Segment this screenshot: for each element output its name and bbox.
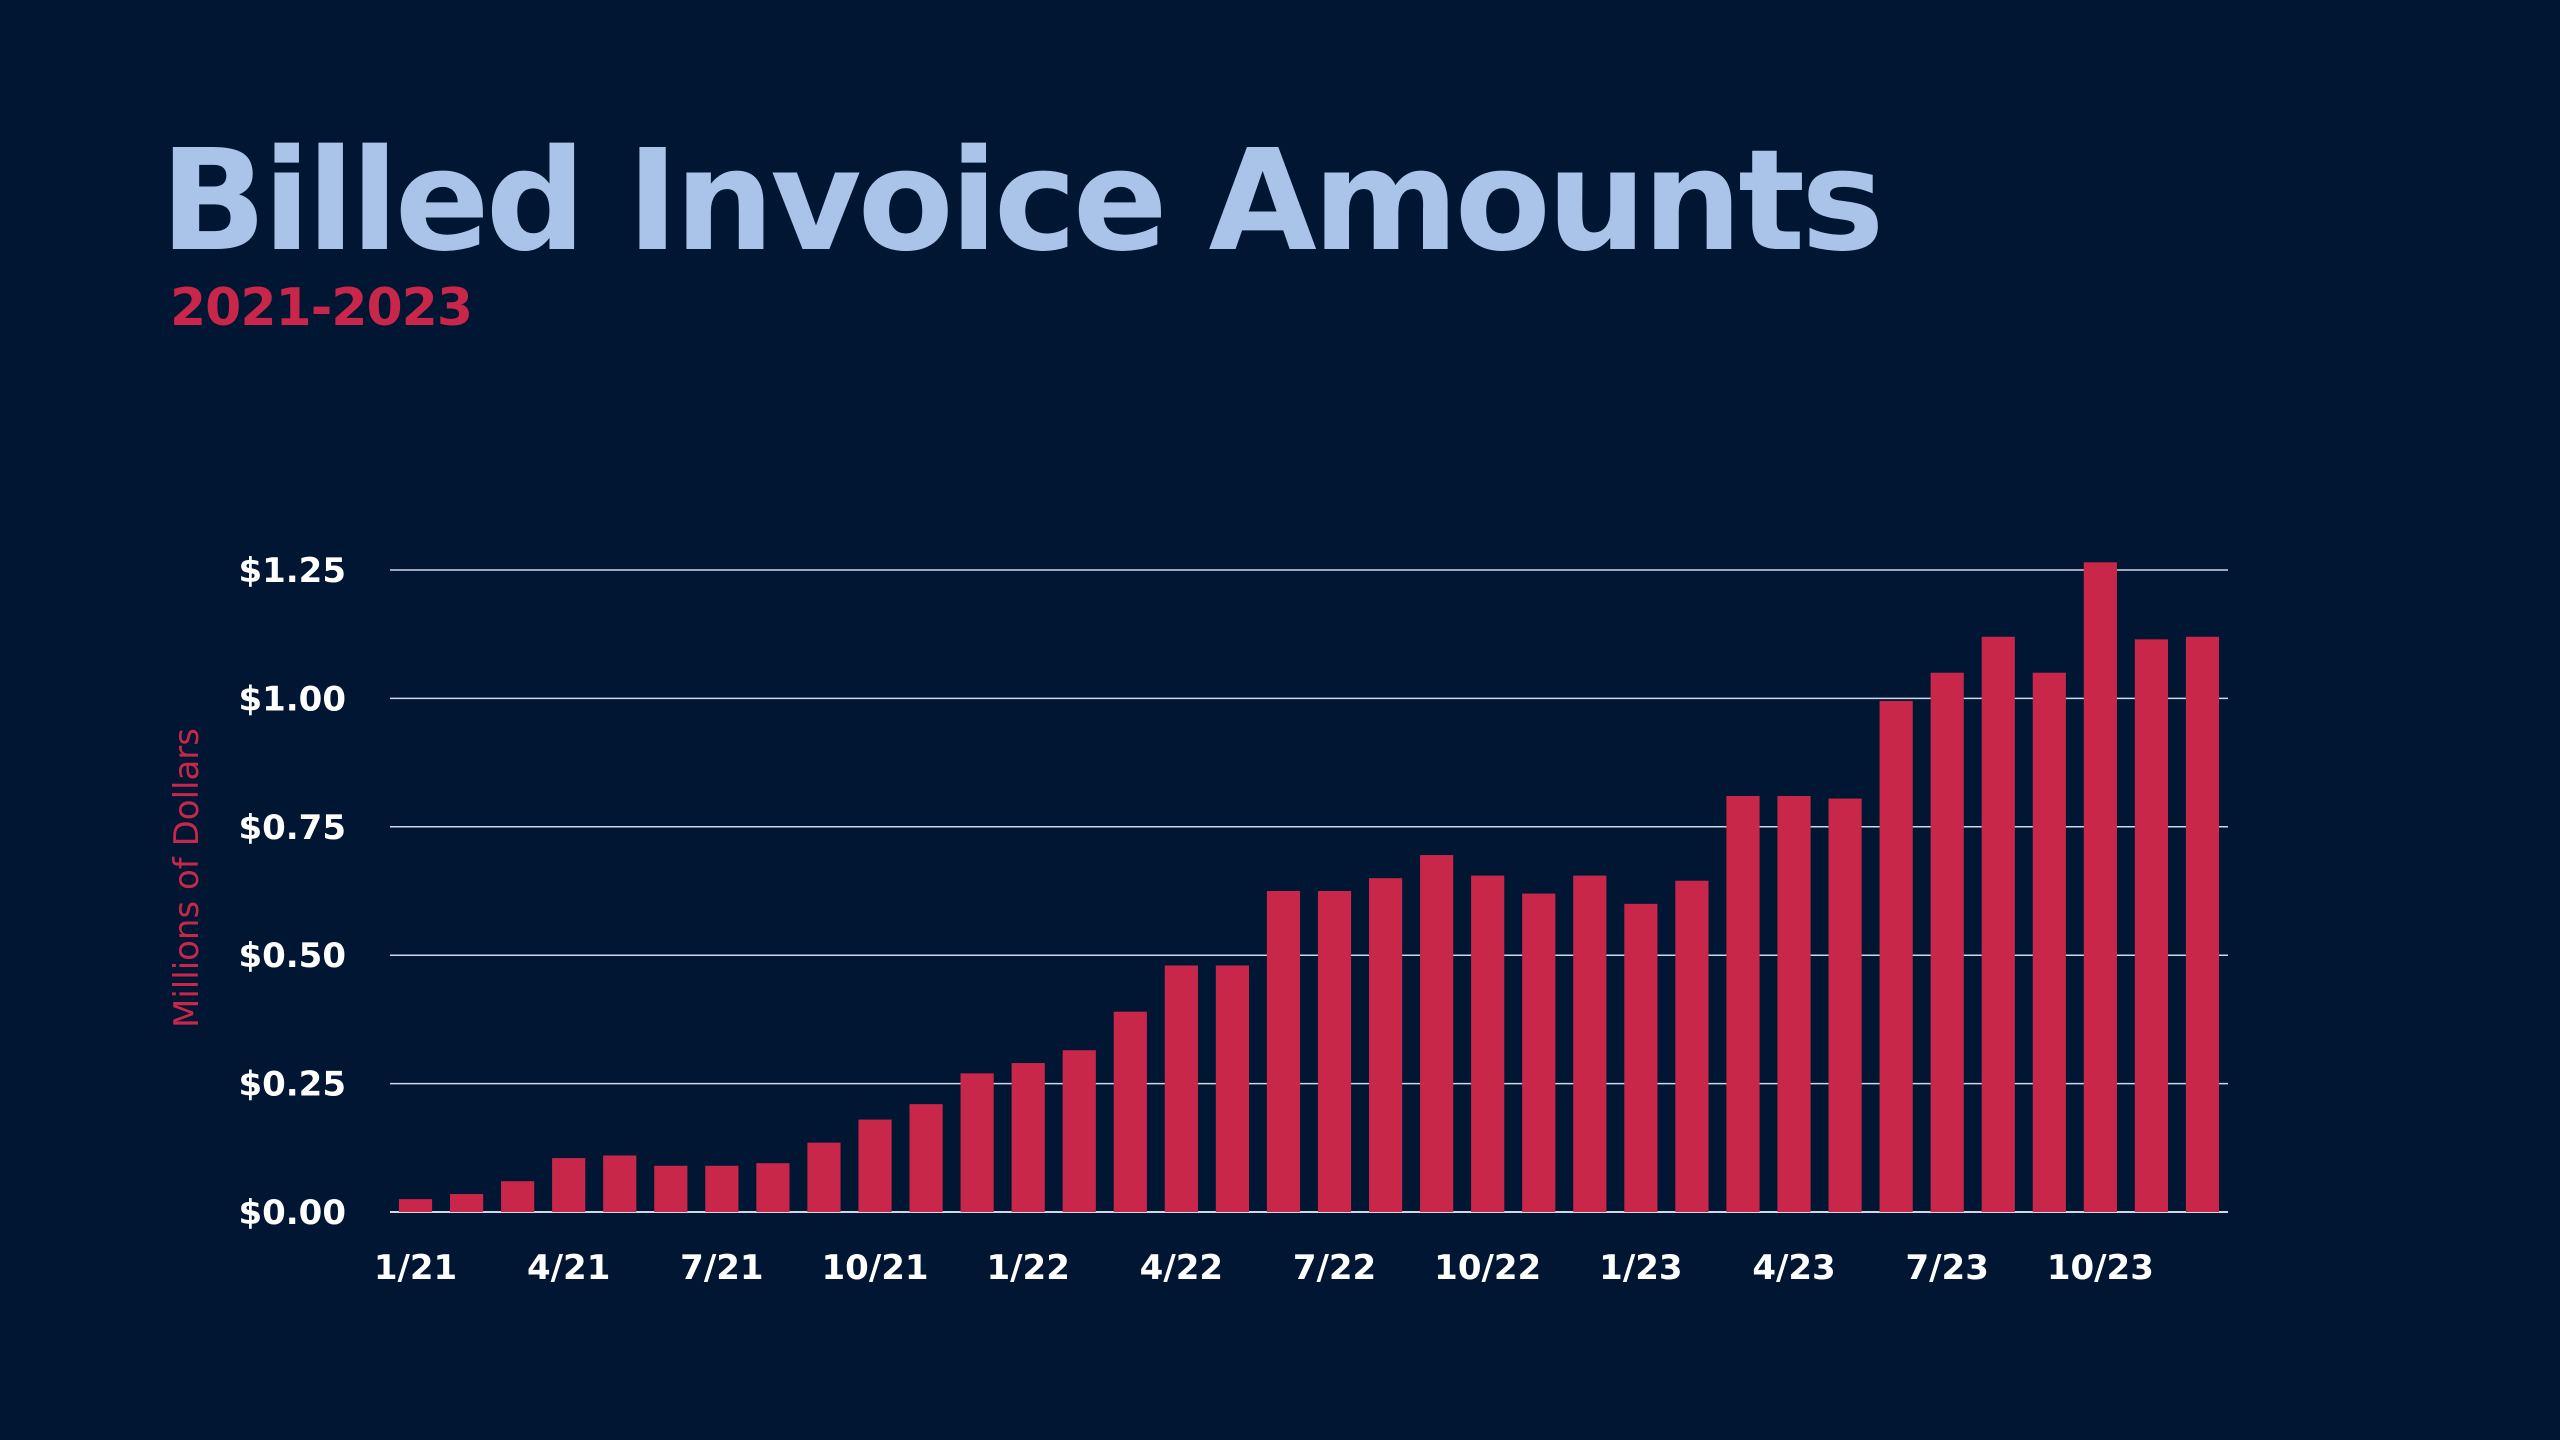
x-tick-label: 1/23	[1599, 1248, 1682, 1288]
chart-subtitle: 2021-2023	[170, 278, 473, 338]
bar-8/22	[1368, 878, 1403, 1212]
y-axis-label: Millions of Dollars	[167, 728, 207, 1028]
x-tick-label: 1/21	[374, 1248, 457, 1288]
bar-8/21	[756, 1163, 790, 1212]
bar-12/23	[2185, 636, 2220, 1212]
bar-5/21	[603, 1155, 637, 1212]
bar-4/21	[552, 1158, 586, 1212]
bars	[398, 562, 2220, 1212]
bar-7/23	[1930, 672, 1964, 1212]
x-tick-label: 1/22	[986, 1248, 1069, 1288]
x-tick-label: 10/21	[822, 1248, 929, 1288]
bar-11/21	[909, 1104, 943, 1212]
y-axis-ticks: $0.00 $0.25 $0.50 $0.75 $1.00 $1.25	[238, 551, 346, 1233]
bar-10/23	[2083, 562, 2117, 1212]
y-tick-label: $1.00	[238, 679, 346, 719]
x-tick-label: 10/22	[1434, 1248, 1541, 1288]
bar-5/22	[1215, 965, 1250, 1212]
bar-9/21	[807, 1142, 841, 1212]
chart-title: Billed Invoice Amounts	[160, 120, 1884, 283]
bar-12/21	[960, 1073, 994, 1212]
bar-8/23	[1981, 636, 2015, 1212]
bar-4/22	[1164, 965, 1198, 1212]
x-tick-label: 10/23	[2047, 1248, 2154, 1288]
y-tick-label: $0.25	[238, 1065, 346, 1105]
x-tick-label: 7/22	[1293, 1248, 1376, 1288]
bar-12/22	[1573, 875, 1607, 1212]
x-axis-ticks: 1/21 4/21 7/21 10/21 1/22 4/22 7/22 10/22 1/23 4/…	[374, 1248, 2154, 1288]
gridlines	[390, 569, 2228, 1213]
bar-1/22	[1011, 1063, 1045, 1212]
x-tick-label: 7/23	[1905, 1248, 1988, 1288]
bar-9/23	[2032, 672, 2066, 1212]
bar-6/23	[1879, 700, 1913, 1212]
bar-9/22	[1420, 855, 1454, 1212]
y-tick-label: $1.25	[238, 551, 346, 591]
bar-2/22	[1062, 1050, 1096, 1212]
bar-6/22	[1266, 891, 1301, 1212]
bar-6/21	[654, 1165, 688, 1212]
bar-10/22	[1471, 875, 1505, 1212]
y-tick-label: $0.50	[238, 936, 346, 976]
y-tick-label: $0.00	[238, 1193, 346, 1233]
bar-3/22	[1113, 1011, 1147, 1212]
x-tick-label: 4/22	[1140, 1248, 1223, 1288]
bar-1/21	[398, 1199, 433, 1212]
bar-7/21	[705, 1165, 739, 1212]
bar-1/23	[1624, 903, 1658, 1212]
y-tick-label: $0.75	[238, 808, 346, 848]
bar-4/23	[1777, 795, 1811, 1212]
bar-3/21	[501, 1181, 535, 1212]
bar-7/22	[1317, 891, 1352, 1212]
x-tick-label: 4/21	[527, 1248, 610, 1288]
bar-11/23	[2134, 639, 2169, 1212]
bar-2/21	[449, 1194, 484, 1212]
bar-2/23	[1675, 880, 1709, 1212]
x-tick-label: 4/23	[1752, 1248, 1835, 1288]
bar-3/23	[1726, 795, 1760, 1212]
bar-10/21	[858, 1119, 892, 1212]
x-tick-label: 7/21	[680, 1248, 763, 1288]
bar-5/23	[1828, 798, 1862, 1212]
bar-11/22	[1522, 893, 1556, 1212]
